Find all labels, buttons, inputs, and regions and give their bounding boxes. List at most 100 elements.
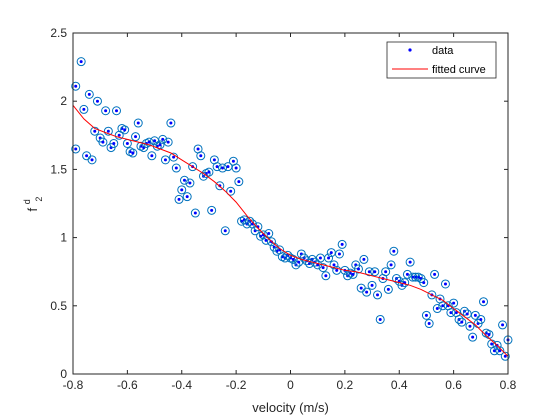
data-point-dot [449,311,453,315]
data-point-ring [98,137,108,147]
x-tick-label: 0.4 [391,378,408,392]
data-point-dot [106,129,110,133]
data-point [424,319,434,329]
data-point [71,144,81,154]
y-tick-label: 1.5 [50,162,67,176]
data-point [144,137,154,147]
data-point-dot [229,189,233,193]
data-point [337,239,347,249]
data-point-dot [123,128,127,132]
data-point-dot [359,286,363,290]
data-point-ring [476,314,486,324]
data-point-dot [321,266,325,270]
data-point-ring [318,263,328,273]
data-point-dot [460,320,464,324]
data-layer [71,57,513,361]
data-point [112,106,121,116]
data-point-ring [231,163,241,173]
data-point-dot [422,281,426,285]
data-point-dot [185,195,189,199]
data-point-ring [185,178,195,188]
data-point [315,253,325,263]
data-point-ring [101,106,111,116]
data-point-dot [367,270,371,274]
data-point-dot [490,342,494,346]
data-point [196,151,206,161]
data-point-dot [169,121,173,125]
data-point-ring [128,148,138,158]
data-point-ring [92,96,102,106]
data-point-dot [177,197,181,201]
y-tick-label: 2 [60,94,67,108]
data-point-ring [234,177,244,187]
data-point-ring [288,254,298,264]
data-point [179,175,189,185]
data-point-ring [226,186,236,196]
data-point [128,148,138,158]
data-point-dot [340,242,344,246]
data-point-dot [174,166,178,170]
data-point-dot [427,322,431,326]
data-point [470,310,480,320]
data-point-dot [267,232,271,236]
data-point-dot [74,84,78,88]
data-point-dot [172,155,176,159]
data-point-dot [487,332,491,336]
data-point-ring [389,246,399,256]
data-point-dot [332,263,336,267]
data-point-dot [196,147,200,151]
data-point-dot [125,141,129,145]
data-point [359,254,369,264]
y-tick-label: 0 [60,367,67,381]
data-point-dot [291,257,295,261]
y-axis-label-main: f [25,207,40,211]
data-point-dot [161,137,165,141]
data-point [79,104,89,114]
data-point-dot [465,312,469,316]
x-tick-label: -0.2 [226,378,247,392]
data-point [457,317,467,327]
data-point-ring [427,290,437,300]
data-point-ring [381,267,391,277]
y-axis-label: f d 2 [18,196,44,212]
data-point [402,269,412,279]
data-point-ring [144,137,154,147]
data-point-ring [245,216,255,226]
data-point-ring [405,257,415,267]
data-point-dot [180,188,184,192]
data-point-dot [392,249,396,253]
data-point-ring [373,290,382,300]
data-point-ring [212,162,222,172]
data-point [356,283,366,293]
data-point [109,138,119,148]
data-point [163,137,173,147]
data-point-ring [449,298,459,308]
data-point-dot [163,158,167,162]
data-point-dot [473,313,477,317]
data-point-ring [419,278,429,288]
data-point [318,263,328,273]
data-point-ring [120,125,130,135]
data-point-ring [468,332,478,342]
y-tick-label: 1 [60,231,67,245]
data-point-dot [443,282,447,286]
data-point-ring [109,138,119,148]
data-point-ring [329,260,339,270]
data-point [98,137,108,147]
data-point-ring [84,89,94,99]
data-point [334,249,344,259]
data-point [231,163,241,173]
data-point-dot [223,229,227,233]
data-point-ring [207,205,217,215]
data-point-dot [226,165,230,169]
legend-curve-label: fitted curve [432,64,486,76]
data-point [449,298,459,308]
data-point-ring [465,321,475,331]
data-point-ring [362,287,372,297]
data-point-ring [258,230,268,240]
data-point-ring [348,269,358,279]
data-point-ring [321,271,331,281]
data-point [234,177,244,187]
data-point [160,155,170,165]
data-point-dot [93,129,97,133]
